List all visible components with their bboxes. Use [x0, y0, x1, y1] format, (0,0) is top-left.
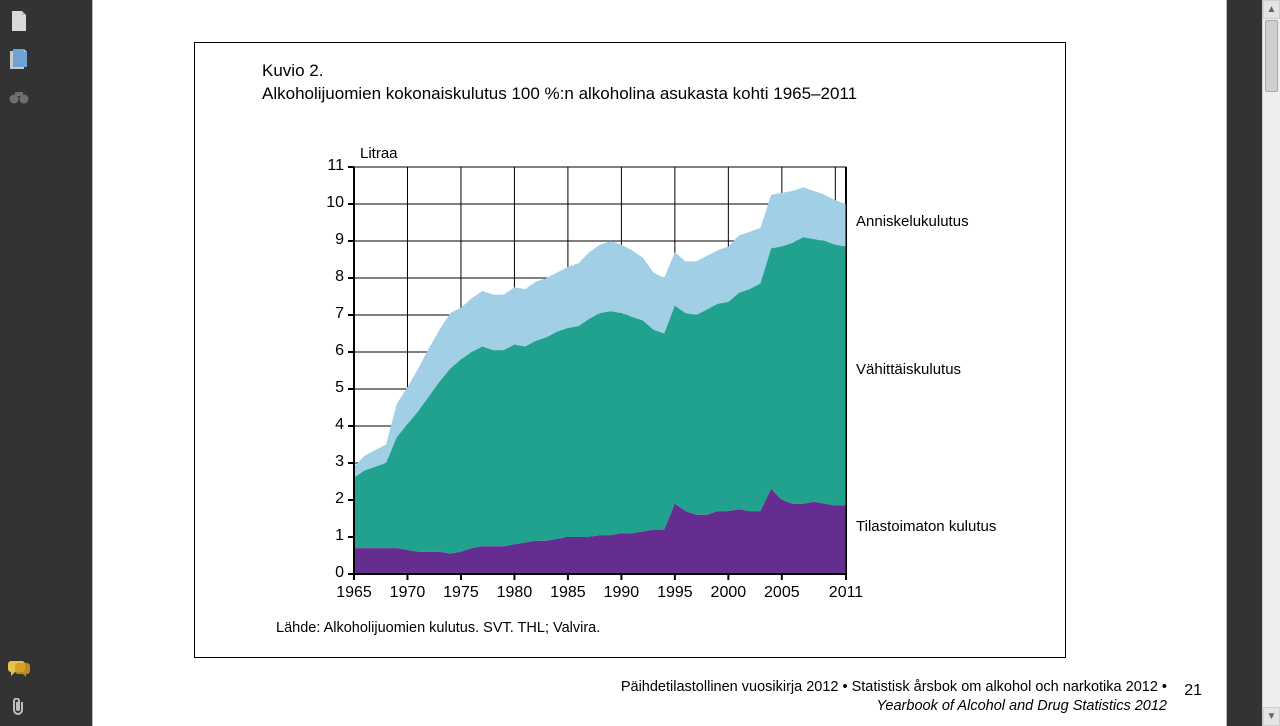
footer-line2: Yearbook of Alcohol and Drug Statistics … [877, 698, 1167, 714]
y-tick-label: 11 [327, 157, 344, 175]
x-tick-label: 1985 [550, 584, 586, 602]
y-tick-label: 9 [335, 231, 344, 249]
y-tick-label: 4 [335, 416, 344, 434]
x-tick-label: 1975 [443, 584, 479, 602]
y-tick-label: 0 [335, 564, 344, 582]
y-tick-label: 2 [335, 490, 344, 508]
x-tick-label: 1965 [336, 584, 372, 602]
x-tick-label: 2005 [764, 584, 800, 602]
page-footer: Päihdetilastollinen vuosikirja 2012 • St… [437, 678, 1167, 716]
y-tick-label: 10 [326, 194, 344, 212]
y-tick-label: 6 [335, 342, 344, 360]
comment-icon[interactable] [8, 658, 30, 680]
page-icon[interactable] [8, 10, 30, 32]
page-copy-icon[interactable] [8, 48, 30, 70]
x-tick-label: 1995 [657, 584, 693, 602]
series-label-anniskelu: Anniskelukulutus [856, 213, 969, 230]
y-tick-label: 8 [335, 268, 344, 286]
series-label-tilastoimaton: Tilastoimaton kulutus [856, 518, 996, 535]
y-tick-label: 7 [335, 305, 344, 323]
scroll-down-arrow[interactable]: ▼ [1263, 707, 1280, 726]
y-tick-label: 3 [335, 453, 344, 471]
footer-line1: Päihdetilastollinen vuosikirja 2012 • St… [621, 679, 1167, 695]
scroll-thumb[interactable] [1265, 20, 1278, 92]
chart-source: Lähde: Alkoholijuomien kulutus. SVT. THL… [276, 620, 600, 636]
attachment-icon[interactable] [8, 696, 30, 718]
page-gutter-left [37, 0, 92, 726]
binoculars-icon[interactable] [8, 86, 30, 108]
x-tick-label: 1980 [497, 584, 533, 602]
area-chart [92, 0, 1227, 726]
y-tick-label: 1 [335, 527, 344, 545]
x-tick-label: 2000 [711, 584, 747, 602]
y-tick-label: 5 [335, 379, 344, 397]
pdf-sidebar [0, 0, 37, 726]
series-label-vahittais: Vähittäiskulutus [856, 361, 961, 378]
page-number: 21 [1184, 682, 1202, 700]
vertical-scrollbar[interactable]: ▲ ▼ [1262, 0, 1280, 726]
x-tick-label: 2011 [829, 584, 863, 602]
page-gutter-right [1227, 0, 1262, 726]
x-tick-label: 1990 [604, 584, 640, 602]
scroll-up-arrow[interactable]: ▲ [1263, 0, 1280, 19]
x-tick-label: 1970 [390, 584, 426, 602]
document-page: Kuvio 2. Alkoholijuomien kokonaiskulutus… [92, 0, 1227, 726]
